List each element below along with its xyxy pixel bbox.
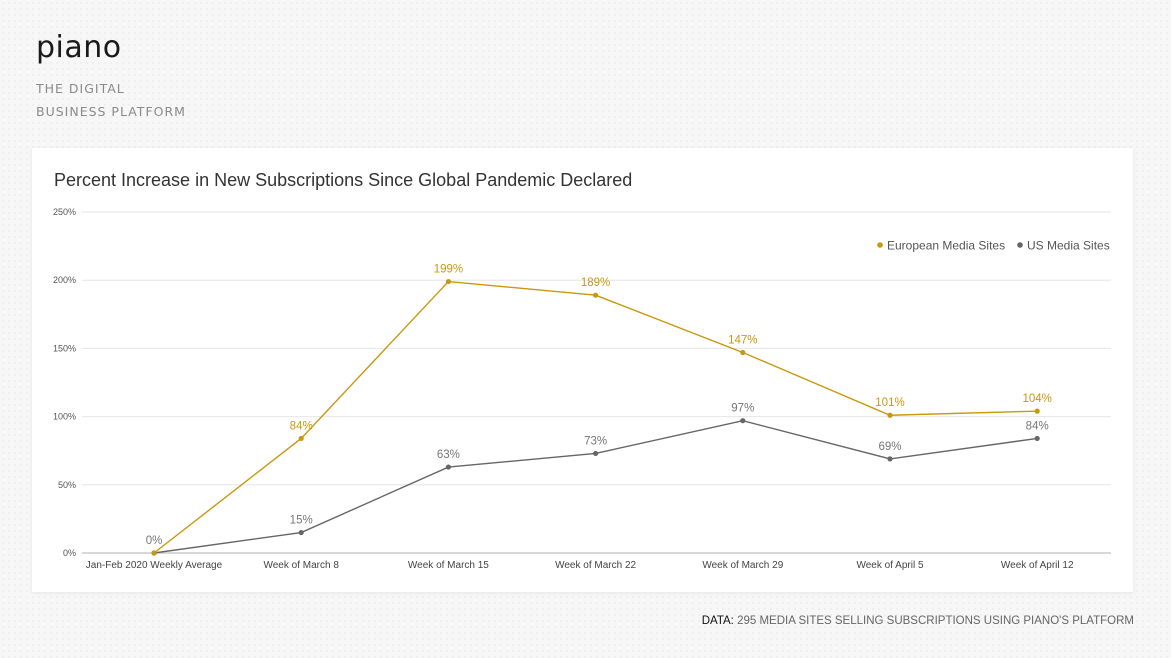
data-point: [740, 418, 746, 424]
x-tick-label: Jan-Feb 2020 Weekly Average: [86, 560, 223, 571]
x-tick-label: Week of April 12: [1001, 560, 1074, 571]
data-label: 101%: [875, 397, 904, 409]
chart-card: [32, 148, 1133, 592]
data-label: 0%: [146, 535, 163, 547]
data-label: 97%: [731, 403, 754, 415]
data-point: [593, 450, 599, 457]
data-label: 84%: [290, 420, 313, 432]
data-point: [445, 278, 451, 285]
data-label: 189%: [581, 277, 610, 289]
data-source-note: DATA: 295 MEDIA SITES SELLING SUBSCRIPTI…: [702, 615, 1134, 627]
data-label: 69%: [878, 441, 901, 453]
x-tick-label: Week of March 29: [702, 560, 783, 571]
chart-title: Percent Increase in New Subscriptions Si…: [54, 170, 633, 190]
legend-marker: [877, 242, 883, 248]
data-point: [1034, 435, 1040, 442]
data-point: [298, 529, 304, 536]
legend-marker: [1017, 242, 1023, 248]
data-label: 84%: [1026, 420, 1049, 432]
data-point: [445, 464, 451, 470]
y-tick-label: 0%: [63, 548, 76, 558]
data-point: [740, 349, 746, 356]
y-tick-label: 100%: [53, 412, 76, 422]
legend-label: European Media Sites: [887, 239, 1005, 253]
x-tick-label: Week of March 15: [408, 560, 489, 571]
y-tick-label: 250%: [53, 207, 76, 217]
y-tick-label: 50%: [58, 480, 76, 490]
series-line-european-media-sites: [153, 280, 1038, 554]
data-label: 147%: [728, 334, 757, 346]
x-tick-label: Week of March 22: [555, 560, 636, 571]
data-point: [1034, 408, 1040, 414]
data-point: [887, 456, 893, 462]
data-label: 15%: [290, 515, 313, 527]
y-tick-label: 150%: [53, 343, 76, 353]
y-tick-label: 200%: [53, 275, 76, 285]
piano-logo: piano: [36, 30, 122, 65]
data-source-text: 295 MEDIA SITES SELLING SUBSCRIPTIONS US…: [733, 615, 1134, 627]
data-point: [887, 412, 893, 418]
data-point: [593, 292, 599, 298]
data-point: [151, 550, 157, 556]
x-tick-label: Week of March 8: [263, 560, 339, 571]
x-tick-label: Week of April 5: [856, 560, 924, 571]
data-source-lead: DATA:: [701, 615, 734, 627]
data-label: 63%: [437, 449, 460, 461]
data-point: [298, 435, 304, 442]
data-label: 199%: [434, 264, 463, 276]
legend-label: US Media Sites: [1027, 239, 1110, 253]
tagline-line-2: BUSINESS PLATFORM: [36, 104, 186, 119]
data-label: 104%: [1022, 393, 1051, 405]
tagline-line-1: THE DIGITAL: [36, 81, 125, 96]
data-label: 73%: [584, 435, 607, 447]
